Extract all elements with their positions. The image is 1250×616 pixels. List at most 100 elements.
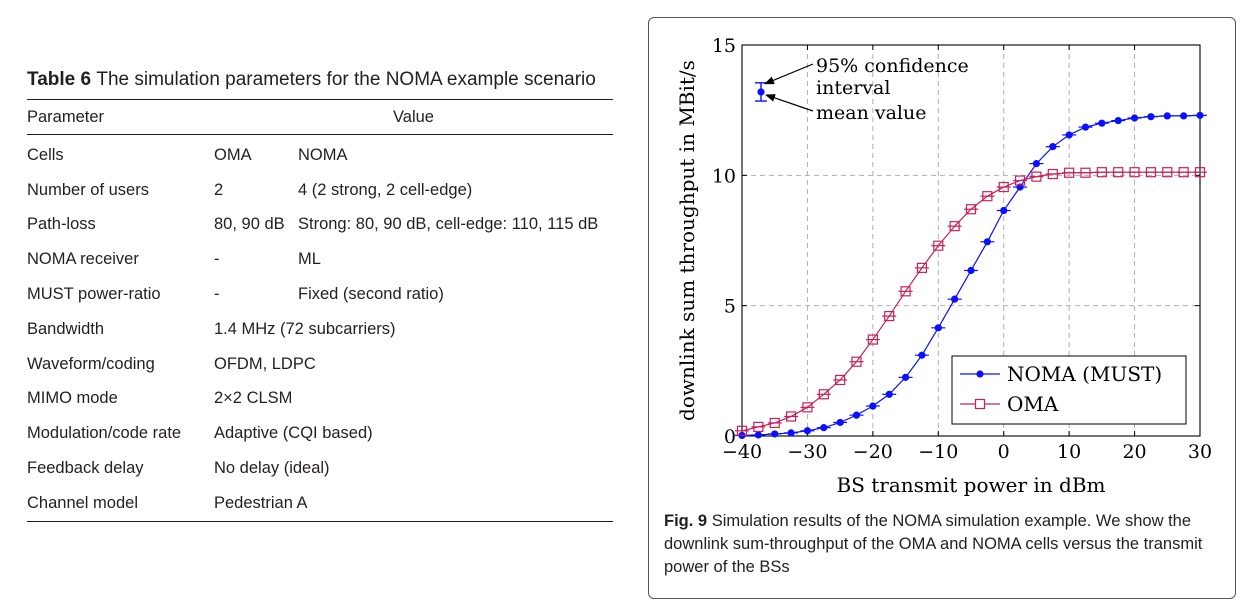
data-point: [835, 374, 846, 386]
table-row: Channel model Pedestrian A: [27, 485, 613, 522]
param-cell: NOMA receiver: [27, 250, 139, 269]
x-tick-label: −20: [853, 441, 893, 463]
noma-value-cell: NOMA: [298, 145, 348, 164]
data-point: [933, 240, 944, 251]
data-point: [1098, 119, 1106, 127]
data-point: [916, 262, 928, 273]
figure-box: −40 −30 −20 −10 0 10 20 30 0 5 10 15 BS transmit pow…: [648, 17, 1236, 599]
param-cell: Path-loss: [27, 215, 96, 234]
data-point: [1031, 171, 1042, 182]
table-row: Path-loss 80, 90 dB Strong: 80, 90 dB, cel…: [27, 208, 613, 243]
data-point: [818, 389, 829, 400]
legend-box: [951, 355, 1187, 425]
param-cell: Cells: [27, 145, 64, 164]
annotation-confidence-line1: 95% confidence: [816, 55, 969, 77]
data-point: [1162, 167, 1173, 178]
data-point: [1000, 206, 1008, 215]
table-row: Bandwidth 1.4 MHz (72 subcarriers): [27, 312, 613, 347]
y-tick-label: 10: [712, 165, 736, 187]
y-axis-label: downlink sum throughput in MBit/s: [675, 60, 699, 421]
data-point: [787, 429, 795, 437]
table-row: NOMA receiver - ML: [27, 242, 613, 277]
data-point: [1130, 114, 1139, 122]
table-row: Modulation/code rate Adaptive (CQI based): [27, 416, 613, 451]
table-body: Cells OMA NOMA Number of users 2 4 (2 strong,…: [27, 135, 613, 522]
mean-arrow: [765, 94, 814, 112]
data-point: [802, 402, 813, 413]
figure-caption: Fig. 9 Simulation results of the NOMA si…: [664, 510, 1224, 579]
value-cell: OFDM, LDPC: [214, 354, 316, 373]
ci-example-point: [757, 88, 765, 96]
table-row: Feedback delay No delay (ideal): [27, 451, 613, 486]
y-tick-label: 0: [724, 426, 736, 448]
data-point: [967, 266, 975, 275]
param-cell: MUST power-ratio: [27, 285, 161, 304]
data-point: [1064, 167, 1075, 178]
data-point: [983, 238, 991, 246]
data-point: [867, 334, 878, 345]
oma-value-cell: 80, 90 dB: [214, 215, 285, 234]
annotation-confidence-line2: interval: [816, 77, 890, 99]
data-point: [1145, 167, 1157, 178]
x-tick-label: 0: [998, 441, 1010, 463]
data-point: [949, 221, 960, 232]
data-point: [1194, 167, 1206, 178]
oma-value-cell: -: [214, 285, 220, 304]
table-row: Number of users 2 4 (2 strong, 2 cell-edge…: [27, 173, 613, 208]
data-point: [1049, 143, 1057, 151]
legend-label: NOMA (MUST): [1007, 362, 1162, 386]
legend-marker: [976, 370, 984, 378]
value-cell: No delay (ideal): [214, 459, 330, 478]
data-point: [1080, 167, 1091, 178]
x-tick-label: −30: [787, 441, 827, 463]
x-tick-label: 30: [1188, 441, 1212, 463]
table-header-row: Parameter Value: [27, 99, 613, 135]
data-point: [1065, 131, 1073, 139]
data-point: [1096, 167, 1107, 178]
param-cell: Channel model: [27, 485, 214, 522]
noma-value-cell: ML: [298, 250, 321, 269]
data-point: [1081, 123, 1090, 131]
param-cell: Feedback delay: [27, 459, 144, 478]
x-axis-label: BS transmit power in dBm: [837, 473, 1106, 497]
data-point: [918, 351, 926, 359]
data-point: [753, 421, 764, 432]
param-cell: MIMO mode: [27, 389, 118, 408]
table-caption-label: Table 6: [27, 69, 92, 90]
data-point: [1147, 113, 1155, 121]
value-cell: Pedestrian A: [214, 485, 613, 522]
noma-value-cell: Fixed (second ratio): [298, 285, 444, 304]
data-point: [803, 427, 812, 435]
data-point: [1114, 116, 1122, 125]
plot-frame: [741, 44, 1201, 437]
data-point: [998, 181, 1009, 193]
data-point: [901, 373, 910, 381]
annotation-mean: mean value: [816, 102, 926, 124]
data-point: [1180, 112, 1188, 120]
data-point: [736, 425, 748, 436]
table-caption-text: The simulation parameters for the NOMA e…: [96, 69, 596, 90]
x-tick-label: −40: [722, 441, 762, 463]
header-parameter: Parameter: [27, 99, 214, 135]
table-row: Cells OMA NOMA: [27, 135, 613, 173]
param-cell: Bandwidth: [27, 319, 105, 338]
data-point: [769, 417, 780, 429]
param-cell: Number of users: [27, 180, 149, 199]
data-point: [1196, 111, 1204, 119]
data-point: [900, 286, 911, 297]
legend: NOMA (MUST) OMA: [951, 355, 1187, 425]
legend-marker: [974, 398, 986, 410]
table-caption: Table 6 The simulation parameters for th…: [27, 66, 613, 93]
oma-value-cell: 2: [214, 180, 224, 199]
data-point: [754, 431, 762, 439]
header-value: Value: [214, 99, 613, 135]
ci-arrow: [764, 63, 814, 85]
parameters-table-block: Table 6 The simulation parameters for th…: [27, 66, 613, 522]
data-point: [884, 310, 895, 322]
value-cell: Adaptive (CQI based): [214, 424, 373, 443]
y-tick-label: 5: [724, 296, 736, 318]
y-tick-label: 15: [712, 35, 736, 57]
throughput-chart: −40 −30 −20 −10 0 10 20 30 0 5 10 15 BS transmit pow…: [675, 35, 1212, 497]
legend-label: OMA: [1007, 392, 1059, 416]
data-point: [1047, 168, 1058, 180]
